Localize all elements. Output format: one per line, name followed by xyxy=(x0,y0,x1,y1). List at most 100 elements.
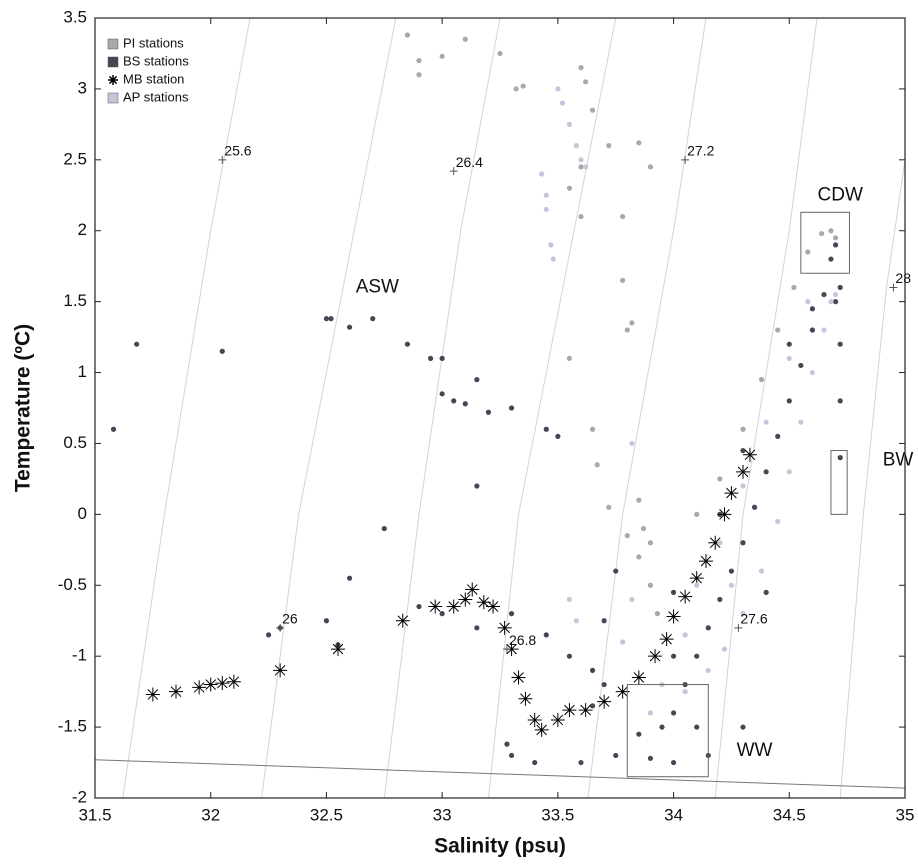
data-point xyxy=(682,689,688,695)
data-point xyxy=(640,525,647,532)
data-point xyxy=(631,670,646,685)
data-point xyxy=(439,355,445,361)
data-point xyxy=(751,504,758,510)
x-tick-label: 33 xyxy=(433,805,452,824)
data-point xyxy=(728,582,735,588)
y-tick-label: -1 xyxy=(72,646,87,665)
data-point xyxy=(331,642,345,657)
x-tick-label: 32.5 xyxy=(310,805,343,824)
data-point xyxy=(548,242,554,248)
data-point xyxy=(145,687,160,702)
data-point xyxy=(273,663,288,678)
isopycnal-label: 28 xyxy=(895,270,911,286)
data-point xyxy=(828,256,834,262)
y-tick-label: 1 xyxy=(78,362,87,381)
data-point xyxy=(717,596,723,603)
isopycnal-marker xyxy=(276,623,285,632)
data-point xyxy=(717,540,723,546)
data-point xyxy=(740,483,746,489)
data-point xyxy=(346,324,353,330)
data-point xyxy=(670,710,677,716)
data-point xyxy=(763,419,769,425)
data-point xyxy=(589,667,596,673)
data-point xyxy=(670,653,677,659)
isopycnal-marker xyxy=(681,155,690,164)
isopycnal xyxy=(839,159,905,798)
data-point xyxy=(497,50,503,57)
data-point xyxy=(578,164,584,170)
x-tick-label: 34.5 xyxy=(773,805,806,824)
data-point xyxy=(659,724,665,730)
data-point xyxy=(837,284,843,291)
data-point xyxy=(504,642,519,657)
data-point xyxy=(416,72,422,78)
y-tick-label: -1.5 xyxy=(58,717,87,736)
data-point xyxy=(647,755,654,761)
data-point xyxy=(740,611,746,617)
data-point xyxy=(798,362,804,369)
data-point xyxy=(736,464,750,479)
data-point xyxy=(666,609,681,624)
isopycnal-label: 27.2 xyxy=(687,143,714,159)
data-point xyxy=(775,433,781,439)
water-mass-box xyxy=(800,211,850,274)
water-mass-box xyxy=(626,684,709,778)
data-point xyxy=(381,525,387,532)
isopycnal-marker xyxy=(889,283,898,292)
data-point xyxy=(821,327,827,333)
data-point xyxy=(543,426,549,432)
water-mass-label: WW xyxy=(737,740,773,761)
data-point xyxy=(636,554,642,560)
data-point xyxy=(566,355,573,361)
data-point xyxy=(439,391,445,397)
data-point xyxy=(717,507,732,522)
data-point xyxy=(534,722,549,737)
data-point xyxy=(721,646,728,652)
data-point xyxy=(740,724,746,730)
plot-area xyxy=(95,18,905,798)
data-point xyxy=(647,582,654,588)
data-point xyxy=(566,185,573,191)
data-point xyxy=(559,100,566,106)
data-point xyxy=(837,455,843,461)
data-point xyxy=(678,589,693,604)
data-point xyxy=(169,684,183,699)
data-point xyxy=(527,713,542,727)
data-point xyxy=(215,676,230,691)
data-point xyxy=(670,759,677,766)
data-point xyxy=(786,341,792,347)
data-point xyxy=(134,341,140,347)
data-point xyxy=(566,121,573,127)
legend-label: PI stations xyxy=(123,35,184,50)
data-point xyxy=(485,409,492,415)
data-point xyxy=(629,596,635,603)
legend-marker xyxy=(108,75,118,85)
data-point xyxy=(828,299,834,305)
data-point xyxy=(474,377,480,383)
data-point xyxy=(615,684,630,699)
data-point xyxy=(819,230,825,237)
data-point xyxy=(395,613,410,628)
isopycnal-label: 26.8 xyxy=(509,632,536,648)
data-point xyxy=(550,713,565,727)
data-point xyxy=(518,691,533,706)
data-point xyxy=(583,79,589,85)
data-point xyxy=(543,206,549,213)
x-tick-label: 35 xyxy=(896,805,915,824)
data-point xyxy=(705,625,711,631)
data-point xyxy=(786,469,792,475)
data-point xyxy=(328,316,334,322)
x-tick-label: 33.5 xyxy=(541,805,574,824)
y-tick-label: 3 xyxy=(78,78,87,97)
data-point xyxy=(647,164,654,170)
data-point xyxy=(837,341,843,347)
data-point xyxy=(629,440,635,447)
data-point xyxy=(694,511,700,517)
y-axis-title: Temperature (ºC) xyxy=(12,324,35,492)
data-point xyxy=(837,398,843,404)
data-point xyxy=(416,57,422,64)
isopycnal xyxy=(261,18,397,798)
x-tick-label: 31.5 xyxy=(78,805,111,824)
data-point xyxy=(486,599,501,614)
plot-frame xyxy=(94,17,906,799)
